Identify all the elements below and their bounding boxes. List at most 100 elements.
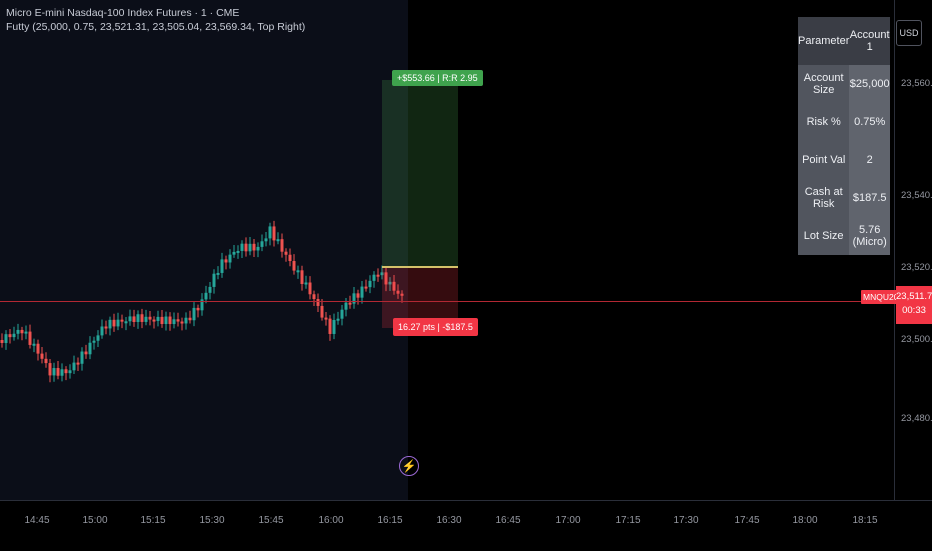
candle-body bbox=[80, 351, 84, 364]
candle-body bbox=[352, 293, 356, 304]
long-position-stop-zone[interactable] bbox=[382, 267, 458, 328]
table-cell: Account Size bbox=[798, 65, 850, 103]
time-axis-label: 18:15 bbox=[852, 515, 878, 526]
candle-body bbox=[316, 299, 320, 306]
price-axis-label: 23,520.00 bbox=[901, 262, 932, 273]
table-row: Point Val 2 bbox=[798, 141, 890, 179]
time-axis-label: 16:30 bbox=[436, 515, 462, 526]
table-header-cell: Parameter bbox=[798, 17, 850, 65]
candle-body bbox=[360, 286, 364, 298]
candle-body bbox=[344, 302, 348, 310]
table-row: Risk % 0.75% bbox=[798, 103, 890, 141]
candle-body bbox=[312, 294, 316, 300]
candle-body bbox=[280, 239, 284, 252]
table-cell: 0.75% bbox=[849, 103, 890, 141]
candle-body bbox=[96, 335, 100, 341]
candle-body bbox=[0, 340, 4, 343]
candle-body bbox=[252, 243, 256, 251]
stop-loss-label: 16.27 pts | -$187.5 bbox=[393, 318, 478, 336]
price-axis-label: 23,560.00 bbox=[901, 78, 932, 89]
candle-body bbox=[164, 316, 168, 324]
candle-body bbox=[84, 351, 88, 355]
candle-body bbox=[24, 331, 28, 334]
candle-body bbox=[124, 321, 128, 324]
candle-body bbox=[216, 272, 220, 275]
candle-body bbox=[376, 274, 380, 277]
candle-body bbox=[128, 316, 132, 322]
candle-body bbox=[356, 293, 360, 298]
time-axis-label: 17:00 bbox=[555, 515, 581, 526]
time-axis-label: 16:15 bbox=[377, 515, 403, 526]
chart-legend: Micro E-mini Nasdaq-100 Index Futures · … bbox=[6, 6, 305, 34]
candle-body bbox=[136, 314, 140, 322]
candle-body bbox=[304, 282, 308, 285]
entry-line[interactable] bbox=[382, 266, 458, 268]
candle-body bbox=[40, 353, 44, 359]
candle-body bbox=[8, 334, 12, 338]
candle-body bbox=[208, 286, 212, 293]
candle-body bbox=[144, 316, 148, 322]
candle-body bbox=[340, 309, 344, 319]
candle-body bbox=[224, 259, 228, 263]
current-price-line bbox=[0, 301, 894, 302]
time-axis-label: 14:45 bbox=[24, 515, 50, 526]
candle-body bbox=[44, 358, 48, 364]
candle-body bbox=[28, 331, 32, 345]
table-row: Lot Size 5.76 (Micro) bbox=[798, 217, 890, 255]
candle-body bbox=[32, 343, 36, 346]
indicator-legend[interactable]: Futty (25,000, 0.75, 23,521.31, 23,505.0… bbox=[6, 21, 306, 33]
time-axis-label: 15:30 bbox=[199, 515, 225, 526]
bar-countdown: 00:33 bbox=[902, 305, 926, 316]
lightning-icon[interactable]: ⚡ bbox=[399, 456, 419, 476]
chart-pane-background[interactable] bbox=[0, 0, 408, 500]
candle-body bbox=[116, 319, 120, 327]
price-axis[interactable] bbox=[894, 0, 932, 500]
candle-body bbox=[348, 302, 352, 305]
table-cell: 5.76 (Micro) bbox=[849, 217, 890, 255]
candle-body bbox=[108, 319, 112, 329]
candle-body bbox=[188, 317, 192, 321]
candle-body bbox=[400, 293, 404, 296]
candle-body bbox=[336, 318, 340, 321]
candle-body bbox=[244, 243, 248, 252]
candle-body bbox=[392, 281, 396, 291]
candle-body bbox=[156, 316, 160, 321]
candle-body bbox=[140, 314, 144, 322]
candle-body bbox=[60, 369, 64, 376]
table-row: Account Size $25,000 bbox=[798, 65, 890, 103]
long-position-profit-zone[interactable] bbox=[382, 80, 458, 267]
candle-body bbox=[168, 316, 172, 325]
candle-body bbox=[268, 226, 272, 239]
candle-body bbox=[92, 340, 96, 343]
candle-body bbox=[264, 238, 268, 242]
candle-body bbox=[380, 272, 384, 276]
candle-body bbox=[180, 321, 184, 324]
candle-body bbox=[148, 316, 152, 320]
candle-body bbox=[288, 254, 292, 262]
candle-body bbox=[240, 243, 244, 251]
table-cell: Risk % bbox=[798, 103, 850, 141]
currency-button[interactable]: USD bbox=[896, 20, 922, 46]
candle-body bbox=[20, 329, 24, 334]
time-axis[interactable] bbox=[0, 500, 932, 551]
candle-body bbox=[300, 270, 304, 284]
time-axis-label: 15:45 bbox=[258, 515, 284, 526]
time-axis-label: 18:00 bbox=[792, 515, 818, 526]
candle-body bbox=[104, 326, 108, 329]
candle-body bbox=[296, 270, 300, 273]
candle-body bbox=[284, 251, 288, 255]
table-header-row: Parameter Account 1 bbox=[798, 17, 890, 65]
time-axis-label: 15:00 bbox=[82, 515, 108, 526]
time-axis-label: 16:45 bbox=[495, 515, 521, 526]
candle-body bbox=[256, 246, 260, 251]
candle-body bbox=[260, 241, 264, 247]
price-axis-label: 23,500.00 bbox=[901, 334, 932, 345]
time-axis-label: 17:15 bbox=[615, 515, 641, 526]
table-cell: Cash at Risk bbox=[798, 179, 850, 217]
candle-body bbox=[12, 333, 16, 338]
candle-body bbox=[76, 362, 80, 365]
candle-body bbox=[16, 329, 20, 334]
symbol-title[interactable]: Micro E-mini Nasdaq-100 Index Futures · … bbox=[6, 7, 240, 19]
candle-body bbox=[248, 243, 252, 252]
table-cell: Lot Size bbox=[798, 217, 850, 255]
